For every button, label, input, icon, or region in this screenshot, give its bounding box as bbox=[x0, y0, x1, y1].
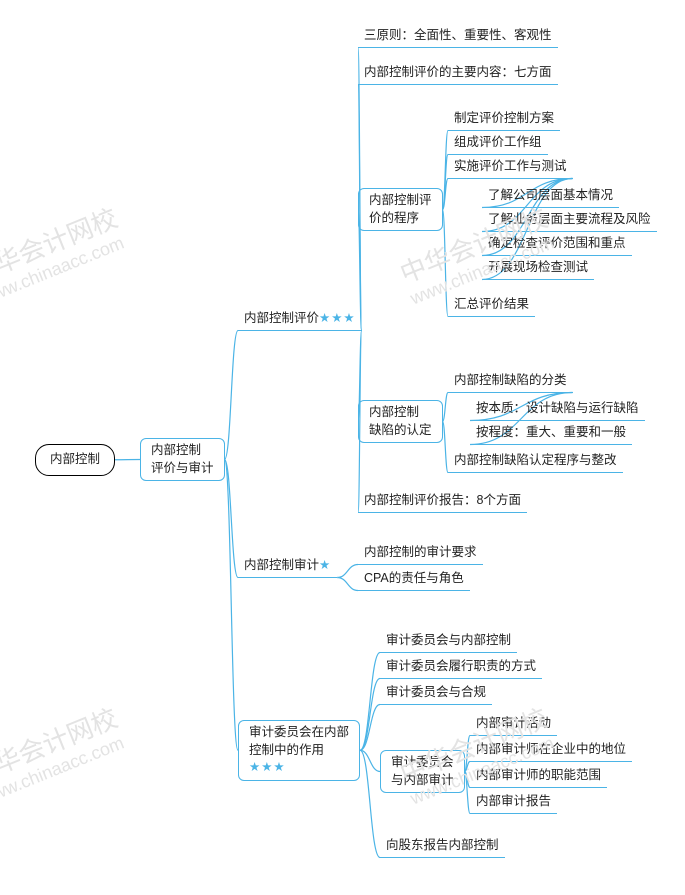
node-e3c3: 确定检查评价范围和重点 bbox=[482, 233, 632, 256]
node-label: 了解业务层面主要流程及风险 bbox=[488, 212, 651, 226]
node-label: 按程度：重大、重要和一般 bbox=[476, 425, 626, 439]
node-c4: 审计委员会与内部审计 bbox=[380, 750, 465, 793]
node-label-line: 内部控制 bbox=[369, 404, 432, 422]
node-e4a1: 按本质：设计缺陷与运行缺陷 bbox=[470, 398, 645, 421]
mindmap-canvas: 内部控制内部控制评价与审计内部控制评价★★★三原则：全面性、重要性、客观性内部控… bbox=[0, 0, 685, 895]
node-label: 内部控制评价的主要内容：七方面 bbox=[364, 65, 552, 79]
node-e3a: 制定评价控制方案 bbox=[448, 108, 560, 131]
node-e1: 三原则：全面性、重要性、客观性 bbox=[358, 25, 558, 48]
node-label: 内部审计报告 bbox=[476, 794, 551, 808]
node-label-line: 缺陷的认定 bbox=[369, 422, 432, 440]
node-e4: 内部控制缺陷的认定 bbox=[358, 400, 443, 443]
node-label: 内部审计师在企业中的地位 bbox=[476, 742, 626, 756]
node-label-line: 内部控制评 bbox=[369, 192, 432, 210]
node-c4a: 内部审计活动 bbox=[470, 713, 557, 736]
node-label: 内部控制缺陷认定程序与整改 bbox=[454, 453, 617, 467]
node-label-line: 控制中的作用★★★ bbox=[249, 742, 349, 777]
node-eval: 内部控制评价★★★ bbox=[238, 308, 362, 331]
node-e5: 内部控制评价报告：8个方面 bbox=[358, 490, 527, 513]
node-label: 实施评价工作与测试 bbox=[454, 159, 567, 173]
node-label: 内部控制的审计要求 bbox=[364, 545, 477, 559]
node-label: 按本质：设计缺陷与运行缺陷 bbox=[476, 401, 639, 415]
node-label: 审计委员会履行职责的方式 bbox=[386, 659, 536, 673]
node-label-line: 与内部审计 bbox=[391, 772, 454, 790]
node-e4b: 内部控制缺陷认定程序与整改 bbox=[448, 450, 623, 473]
watermark: 中华会计网校www.chinaacc.com bbox=[0, 703, 130, 810]
node-label-line: 审计委员会在内部 bbox=[249, 724, 349, 742]
node-label: 汇总评价结果 bbox=[454, 297, 529, 311]
node-label-line: 审计委员会 bbox=[391, 754, 454, 772]
node-label-line: 价的程序 bbox=[369, 210, 432, 228]
node-e3c1: 了解公司层面基本情况 bbox=[482, 185, 619, 208]
node-root: 内部控制 bbox=[35, 444, 115, 476]
node-label: 三原则：全面性、重要性、客观性 bbox=[364, 28, 552, 42]
node-c2: 审计委员会履行职责的方式 bbox=[380, 656, 542, 679]
node-label: 内部控制评价 bbox=[244, 311, 319, 325]
watermark: 中华会计网校www.chinaacc.com bbox=[0, 203, 130, 310]
node-label-line: 内部控制 bbox=[151, 442, 214, 460]
node-e3c2: 了解业务层面主要流程及风险 bbox=[482, 209, 657, 232]
node-e3: 内部控制评价的程序 bbox=[358, 188, 443, 231]
node-label: 内部控制评价报告：8个方面 bbox=[364, 493, 521, 507]
node-e2: 内部控制评价的主要内容：七方面 bbox=[358, 62, 558, 85]
node-e4a: 内部控制缺陷的分类 bbox=[448, 370, 573, 393]
node-e3d: 汇总评价结果 bbox=[448, 294, 535, 317]
node-label: 审计委员会与内部控制 bbox=[386, 633, 511, 647]
node-audit: 内部控制审计★ bbox=[238, 555, 337, 578]
node-label: 向股东报告内部控制 bbox=[386, 838, 499, 852]
node-c4c: 内部审计师的职能范围 bbox=[470, 765, 607, 788]
node-c5: 向股东报告内部控制 bbox=[380, 835, 505, 858]
node-label-line: 评价与审计 bbox=[151, 460, 214, 478]
node-e3c4: 开展现场检查测试 bbox=[482, 257, 594, 280]
star-rating: ★★★ bbox=[319, 311, 356, 325]
node-label: 内部控制 bbox=[50, 452, 100, 466]
node-c3: 审计委员会与合规 bbox=[380, 682, 492, 705]
node-label: 确定检查评价范围和重点 bbox=[488, 236, 626, 250]
node-label: 了解公司层面基本情况 bbox=[488, 188, 613, 202]
node-c4d: 内部审计报告 bbox=[470, 791, 557, 814]
node-label: 内部控制审计 bbox=[244, 558, 319, 572]
node-label: 制定评价控制方案 bbox=[454, 111, 554, 125]
node-label: 审计委员会与合规 bbox=[386, 685, 486, 699]
node-c4b: 内部审计师在企业中的地位 bbox=[470, 739, 632, 762]
star-rating: ★ bbox=[319, 558, 331, 572]
node-e4a2: 按程度：重大、重要和一般 bbox=[470, 422, 632, 445]
node-label: 组成评价工作组 bbox=[454, 135, 542, 149]
node-label: 开展现场检查测试 bbox=[488, 260, 588, 274]
node-a2: CPA的责任与角色 bbox=[358, 568, 470, 591]
node-label: 内部审计师的职能范围 bbox=[476, 768, 601, 782]
node-e3b: 组成评价工作组 bbox=[448, 132, 548, 155]
node-label: CPA的责任与角色 bbox=[364, 571, 464, 585]
node-c1: 审计委员会与内部控制 bbox=[380, 630, 517, 653]
node-lvl1: 内部控制评价与审计 bbox=[140, 438, 225, 481]
node-label: 内部审计活动 bbox=[476, 716, 551, 730]
node-label: 内部控制缺陷的分类 bbox=[454, 373, 567, 387]
node-committee: 审计委员会在内部控制中的作用★★★ bbox=[238, 720, 360, 781]
node-a1: 内部控制的审计要求 bbox=[358, 542, 483, 565]
node-e3c: 实施评价工作与测试 bbox=[448, 156, 573, 179]
